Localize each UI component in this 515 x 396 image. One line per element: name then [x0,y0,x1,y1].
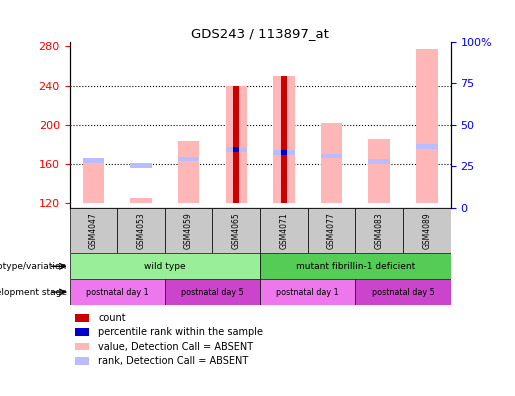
Bar [75,314,89,322]
Text: wild type: wild type [144,262,185,271]
Bar [260,253,451,279]
Bar [75,343,89,350]
Text: genotype/variation: genotype/variation [0,262,67,271]
Bar [355,279,451,305]
Bar [355,208,403,253]
Bar [226,86,247,203]
Bar [226,147,247,152]
Bar [70,279,165,305]
Bar [260,279,355,305]
Bar [165,279,260,305]
Text: GSM4089: GSM4089 [422,212,431,249]
Bar [82,158,104,164]
Title: GDS243 / 113897_at: GDS243 / 113897_at [191,27,329,40]
Bar [403,208,451,253]
Bar [368,139,390,203]
Bar [233,147,239,152]
Text: GSM4059: GSM4059 [184,212,193,249]
Text: percentile rank within the sample: percentile rank within the sample [98,327,263,337]
Bar [82,161,104,203]
Bar [75,328,89,336]
Text: postnatal day 5: postnatal day 5 [372,287,434,297]
Bar [281,76,287,203]
Text: GSM4053: GSM4053 [136,212,145,249]
Bar [233,86,239,203]
Text: rank, Detection Call = ABSENT: rank, Detection Call = ABSENT [98,356,248,366]
Text: value, Detection Call = ABSENT: value, Detection Call = ABSENT [98,342,253,352]
Bar [130,198,152,203]
Text: postnatal day 1: postnatal day 1 [277,287,339,297]
Text: development stage: development stage [0,287,67,297]
Bar [273,150,295,154]
Bar [70,208,117,253]
Bar [368,160,390,164]
Bar [321,123,342,203]
Text: postnatal day 5: postnatal day 5 [181,287,244,297]
Text: count: count [98,313,126,323]
Bar [307,208,355,253]
Bar [165,208,212,253]
Text: GSM4065: GSM4065 [232,212,241,249]
Bar [321,154,342,158]
Text: mutant fibrillin-1 deficient: mutant fibrillin-1 deficient [296,262,415,271]
Text: postnatal day 1: postnatal day 1 [86,287,148,297]
Bar [117,208,165,253]
Bar [70,253,260,279]
Bar [416,144,438,149]
Bar [273,76,295,203]
Bar [416,50,438,203]
Text: GSM4077: GSM4077 [327,212,336,249]
Bar [212,208,260,253]
Bar [130,164,152,168]
Bar [281,150,287,154]
Text: GSM4071: GSM4071 [280,212,288,249]
Text: GSM4083: GSM4083 [375,212,384,249]
Bar [178,156,199,162]
Bar [260,208,308,253]
Bar [178,141,199,203]
Text: GSM4047: GSM4047 [89,212,98,249]
Bar [75,357,89,365]
